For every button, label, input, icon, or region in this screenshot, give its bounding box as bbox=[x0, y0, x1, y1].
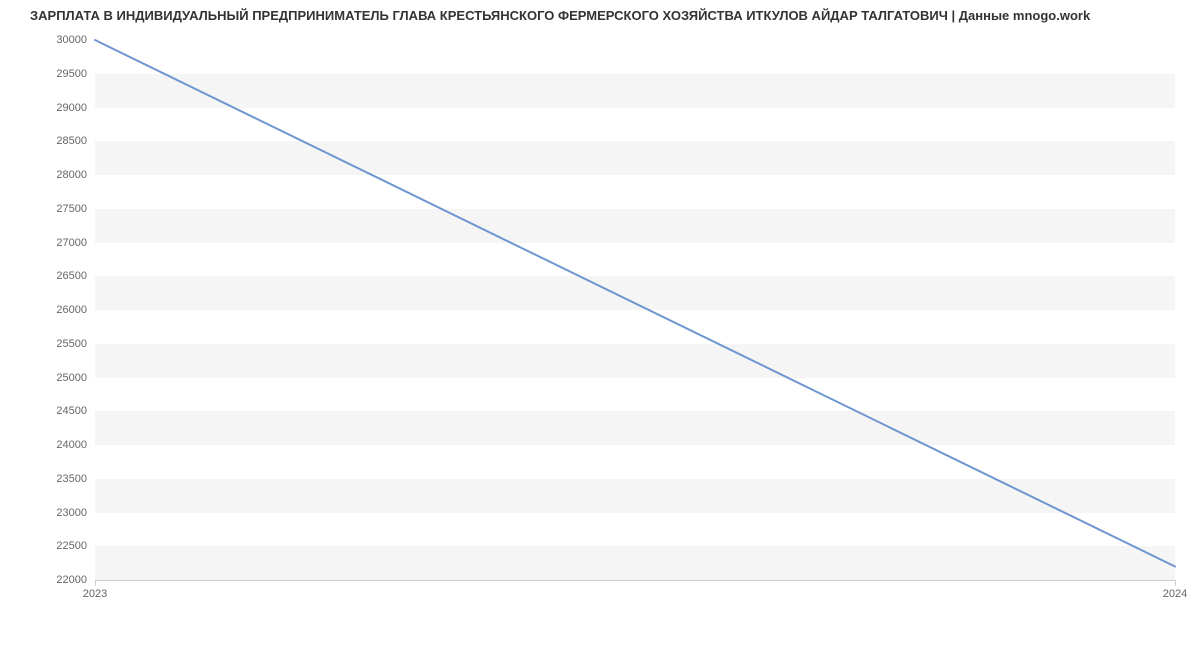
y-tick-label: 28500 bbox=[56, 135, 87, 147]
y-tick-label: 26500 bbox=[56, 270, 87, 282]
y-tick-label: 27000 bbox=[56, 237, 87, 249]
x-tick bbox=[95, 580, 96, 586]
y-tick-label: 24500 bbox=[56, 405, 87, 417]
y-tick-label: 26000 bbox=[56, 304, 87, 316]
salary-chart: ЗАРПЛАТА В ИНДИВИДУАЛЬНЫЙ ПРЕДПРИНИМАТЕЛ… bbox=[0, 0, 1200, 650]
chart-title: ЗАРПЛАТА В ИНДИВИДУАЛЬНЫЙ ПРЕДПРИНИМАТЕЛ… bbox=[30, 8, 1190, 23]
y-tick-label: 23000 bbox=[56, 507, 87, 519]
plot-area bbox=[95, 40, 1175, 580]
y-tick-label: 29500 bbox=[56, 68, 87, 80]
y-tick-label: 29000 bbox=[56, 102, 87, 114]
y-tick-label: 25000 bbox=[56, 372, 87, 384]
x-tick-label: 2024 bbox=[1163, 588, 1187, 600]
y-tick-label: 25500 bbox=[56, 338, 87, 350]
series-line bbox=[95, 40, 1175, 567]
y-tick-label: 30000 bbox=[56, 34, 87, 46]
y-tick-label: 24000 bbox=[56, 439, 87, 451]
x-axis-line bbox=[95, 580, 1175, 581]
line-layer bbox=[95, 40, 1175, 580]
y-tick-label: 22500 bbox=[56, 540, 87, 552]
y-tick-label: 28000 bbox=[56, 169, 87, 181]
y-tick-label: 27500 bbox=[56, 203, 87, 215]
x-tick bbox=[1175, 580, 1176, 586]
y-tick-label: 23500 bbox=[56, 473, 87, 485]
y-tick-label: 22000 bbox=[56, 574, 87, 586]
x-tick-label: 2023 bbox=[83, 588, 107, 600]
